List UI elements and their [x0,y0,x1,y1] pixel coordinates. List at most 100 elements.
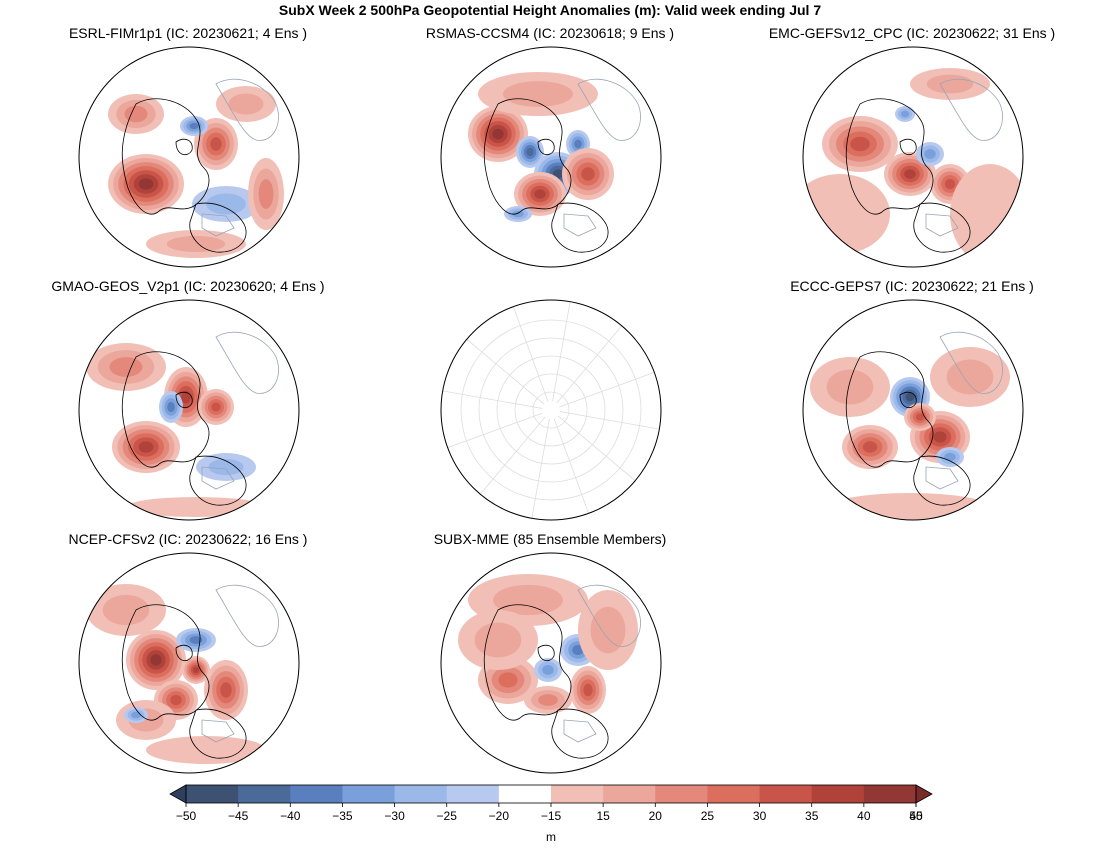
map-rsmas [440,46,662,268]
coastline [577,78,641,141]
meridian-line [458,332,545,405]
anomaly-contour [512,210,524,218]
colorbar-tick-label: 50 [909,809,923,823]
colorbar-under-arrow [169,784,187,804]
coastline [551,708,609,759]
colorbar-tick-label: 45 [909,809,923,823]
state-borders [201,466,235,490]
latitude-circle [514,373,588,447]
colorbar-segment [655,785,708,803]
anomaly-contour [206,193,246,215]
anomaly-contour [220,682,232,698]
colorbar-tick-label: −30 [384,809,405,823]
anomaly-contour [534,189,546,199]
coastline [189,455,247,506]
map-boundary [78,552,300,774]
anomaly-contour [211,402,221,412]
map-empty-grid [440,299,662,521]
colorbar-segment [603,785,656,803]
colorbar-label: m [546,830,556,844]
panel-title-ncep: NCEP-CFSv2 (IC: 20230622; 16 Ens ) [68,531,308,547]
colorbar-segment [811,785,865,803]
colorbar-segment [394,785,448,803]
meridian-line [509,300,549,402]
colorbar-tick-label: −25 [437,809,458,823]
meridian-line [553,418,593,520]
colorbar-tick-label: 20 [649,809,663,823]
meridian-line [552,300,573,402]
state-borders [563,719,597,743]
anomaly-contour [492,128,504,140]
anomaly-contour [905,392,915,402]
anomaly-contour [944,178,956,190]
anomaly-contour [138,178,154,190]
anomaly-contour [131,711,141,719]
coastline [537,138,555,156]
map-boundary [440,46,662,268]
anomaly-contour [124,105,148,123]
coastline [121,604,210,721]
coastline [189,202,247,253]
colorbar-tick-label: 40 [857,809,871,823]
state-borders [563,213,597,237]
coastline [483,98,572,215]
colorbar-tick-label: 15 [596,809,610,823]
state-borders [201,213,235,237]
anomaly-contour [862,441,878,453]
map-boundary [78,299,300,521]
anomaly-contour [493,584,563,616]
anomaly-contour [167,401,175,413]
anomaly-contour [590,606,626,654]
anomaly-contour [526,147,534,157]
anomaly-contour [498,672,518,688]
anomaly-contour [102,594,150,626]
anomaly-contour [933,431,947,443]
map-boundary [802,46,1024,268]
anomaly-contour [166,235,226,253]
anomaly-contour [583,683,593,697]
map-boundary [440,552,662,774]
anomaly-contour [208,458,244,476]
coastline [175,644,193,662]
coastline [189,708,247,759]
coastline [121,351,210,468]
anomaly-contour [950,164,1023,264]
panel-title-eccc: ECCC-GEPS7 (IC: 20230622; 21 Ens ) [790,278,1034,294]
anomaly-contour [258,179,274,209]
coastline [899,391,917,409]
anomaly-contour [581,167,595,181]
colorbar-tick-label: −20 [489,809,510,823]
panel-title-rsmas: RSMAS-CCSM4 (IC: 20230618; 9 Ens ) [425,25,675,41]
anomaly-contour [924,149,936,159]
coastline [913,202,971,253]
anomaly-contour [572,644,584,656]
state-borders [201,719,235,743]
figure-title: SubX Week 2 500hPa Geopotential Height A… [278,2,822,18]
colorbar-segment [863,785,917,803]
colorbar-tick-label: 25 [701,809,715,823]
coastline [537,644,555,662]
anomaly-contour [189,122,199,130]
anomaly-contour [146,736,266,764]
coastline [551,202,609,253]
map-boundary [440,299,662,521]
colorbar-over-arrow [915,784,933,804]
map-gmao [78,299,300,521]
colorbar-segment [707,785,761,803]
colorbar-segment [446,785,500,803]
colorbar-tick-label: 30 [753,809,767,823]
colorbar-tick-label: −15 [541,809,562,823]
latitude-circle [496,355,606,465]
coastline [845,351,934,468]
coastline [175,138,193,156]
meridian-line [529,418,550,520]
colorbar-segment [290,785,343,803]
latitude-circle [532,391,570,429]
state-borders [925,466,959,490]
anomaly-contour [109,357,143,377]
meridian-line [441,412,543,452]
colorbar-segment [342,785,396,803]
anomaly-contour [946,359,994,395]
panel-title-gmao: GMAO-GEOS_V2p1 (IC: 20230620; 4 Ens ) [51,278,325,294]
map-boundary [78,46,300,268]
